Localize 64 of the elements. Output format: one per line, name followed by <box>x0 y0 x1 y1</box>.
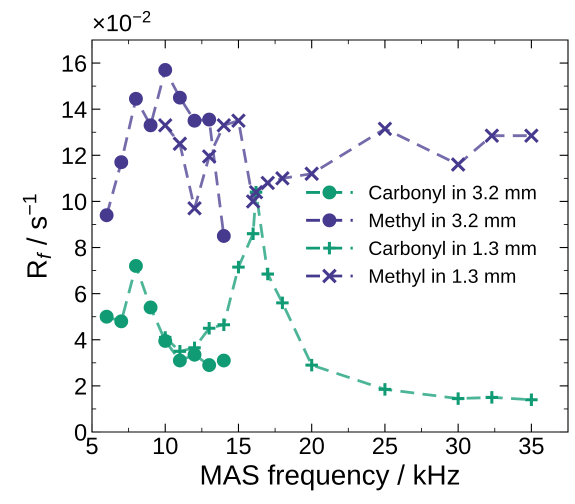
point <box>157 118 174 134</box>
legend-label: Carbonyl in 3.2 mm <box>369 185 536 204</box>
point <box>524 392 540 408</box>
point <box>201 320 217 336</box>
y-tick-label: 10 <box>62 193 86 210</box>
y-tick-label: 14 <box>62 101 86 118</box>
y-tick-label: 0 <box>74 424 86 441</box>
point <box>377 120 393 137</box>
x-tick-label: 30 <box>446 437 470 454</box>
y-tick-label: 16 <box>62 55 86 72</box>
y-axis-title: R$_{f}$ / s$^{−1}$ <box>22 194 51 278</box>
x-tick-label: 15 <box>227 438 251 454</box>
y-tick-label: 8 <box>75 240 86 256</box>
point <box>245 226 261 242</box>
legend-label: Carbonyl in 1.3 mm <box>369 240 536 259</box>
point <box>260 175 276 191</box>
point <box>230 259 246 275</box>
x-tick-label: 25 <box>372 437 398 454</box>
x-tick-label: 5 <box>86 438 98 454</box>
legend-label: Methyl in 3.2 mm <box>370 213 516 232</box>
point <box>274 170 290 186</box>
point <box>245 194 261 210</box>
point <box>100 208 114 222</box>
point <box>230 112 246 128</box>
point <box>450 156 466 172</box>
point <box>158 63 172 77</box>
text: ×10$^{−2}$ <box>94 10 150 32</box>
x-axis-title: MAS frequency / kHz <box>202 464 460 490</box>
x-tick-label: 20 <box>300 437 324 454</box>
y-tick-label: 2 <box>75 378 86 394</box>
legend-label: Methyl in 1.3 mm <box>370 268 516 287</box>
point <box>202 112 216 126</box>
point <box>484 390 500 406</box>
point <box>172 136 188 152</box>
point <box>144 300 158 314</box>
y-tick-label: 6 <box>75 286 86 302</box>
point <box>128 259 143 273</box>
point <box>216 354 231 368</box>
point <box>216 229 231 243</box>
point <box>144 118 158 132</box>
y-tick-label: 4 <box>74 332 86 348</box>
point <box>188 114 202 128</box>
point <box>216 118 232 134</box>
point <box>450 390 466 406</box>
point <box>202 358 216 372</box>
point <box>216 316 232 333</box>
x-tick-label: 35 <box>519 437 544 454</box>
point <box>484 128 500 144</box>
point <box>377 382 393 398</box>
y-tick-label: 12 <box>62 147 86 164</box>
point <box>100 310 114 324</box>
point <box>260 266 276 282</box>
point <box>274 295 290 311</box>
point <box>304 166 320 182</box>
point <box>201 148 217 164</box>
point <box>304 357 320 373</box>
point <box>524 128 540 144</box>
point <box>186 200 202 216</box>
x-tick-label: 10 <box>154 437 178 454</box>
point <box>114 155 128 170</box>
point <box>172 354 187 368</box>
point <box>114 314 128 328</box>
point <box>128 92 143 106</box>
point <box>172 90 187 105</box>
